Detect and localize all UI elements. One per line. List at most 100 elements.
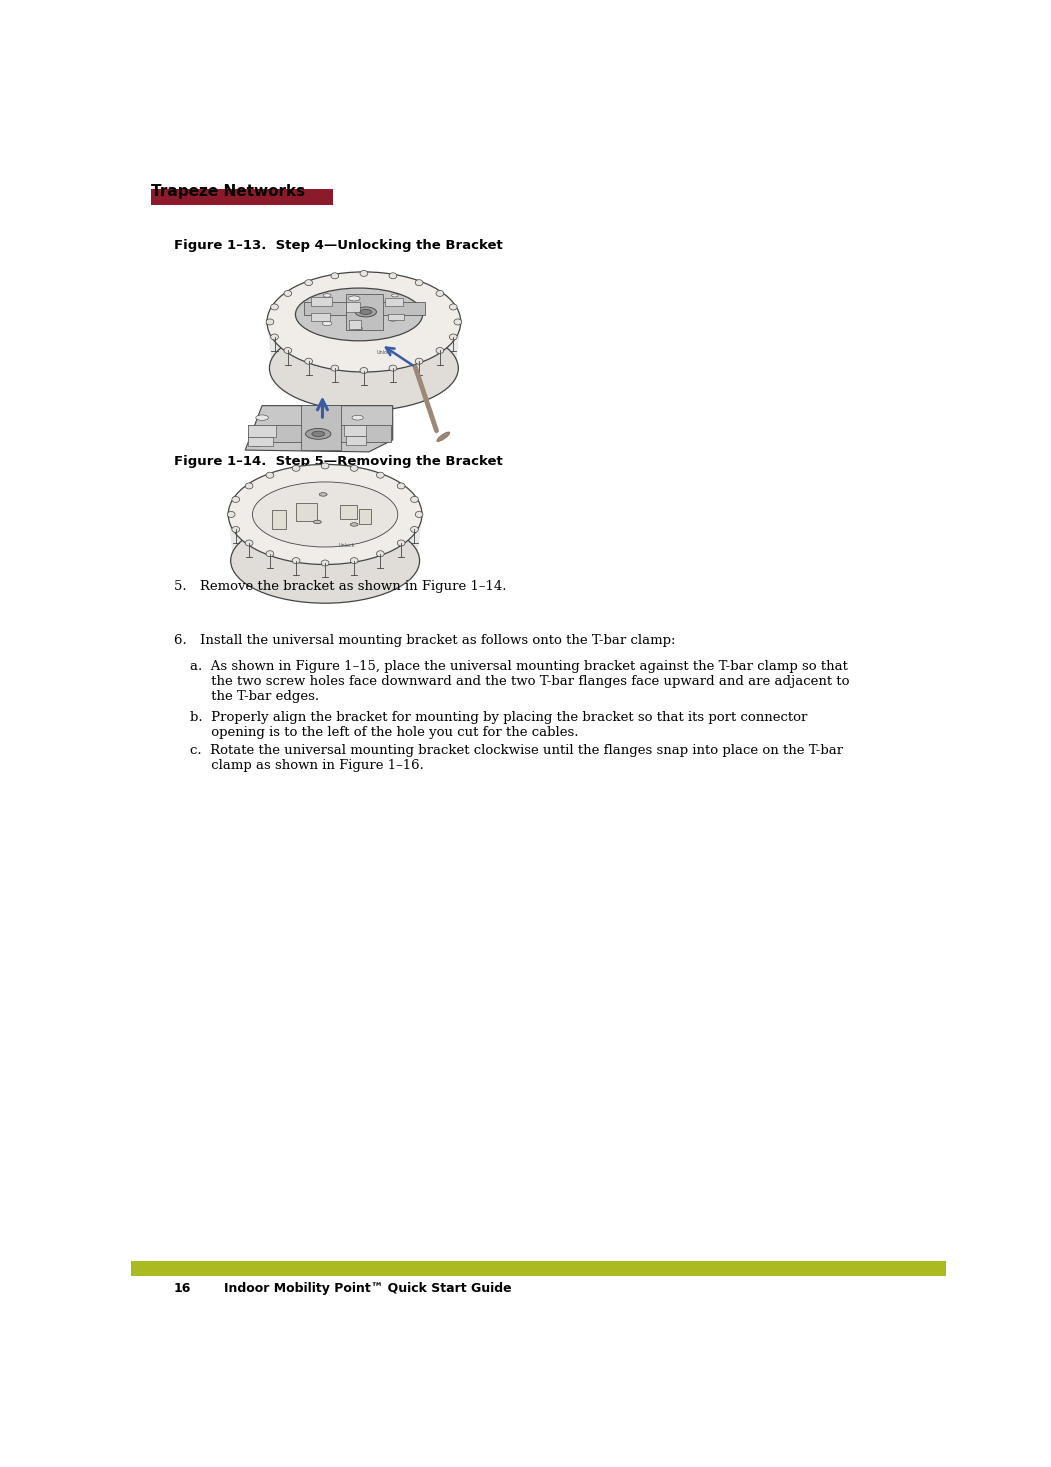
Ellipse shape (232, 496, 240, 503)
Ellipse shape (266, 550, 273, 557)
Bar (385, 298, 403, 305)
Ellipse shape (245, 540, 253, 546)
Ellipse shape (305, 280, 312, 286)
Ellipse shape (270, 304, 279, 310)
Text: opening is to the left of the hole you cut for the cables.: opening is to the left of the hole you c… (189, 726, 578, 739)
Ellipse shape (391, 293, 398, 296)
Ellipse shape (295, 288, 423, 340)
Ellipse shape (266, 472, 273, 478)
Ellipse shape (415, 280, 423, 286)
Ellipse shape (322, 464, 329, 469)
Text: 6. Install the universal mounting bracket as follows onto the T-bar clamp:: 6. Install the universal mounting bracke… (174, 634, 676, 647)
Bar (311, 312, 330, 321)
Ellipse shape (376, 550, 385, 557)
Ellipse shape (415, 358, 423, 364)
Ellipse shape (360, 368, 368, 374)
Ellipse shape (355, 327, 363, 330)
Ellipse shape (411, 527, 418, 533)
Ellipse shape (230, 518, 419, 603)
Bar (347, 436, 366, 445)
Ellipse shape (292, 557, 300, 563)
Bar (248, 437, 273, 446)
Text: Trapeze Networks: Trapeze Networks (150, 183, 305, 198)
Bar (248, 425, 391, 442)
Ellipse shape (249, 442, 264, 447)
Text: Unlock: Unlock (338, 543, 354, 549)
Ellipse shape (450, 334, 457, 340)
Bar (150, 189, 333, 204)
Text: 16: 16 (174, 1282, 191, 1295)
Bar (347, 302, 360, 312)
Ellipse shape (284, 348, 292, 354)
Ellipse shape (348, 296, 360, 301)
Ellipse shape (360, 310, 372, 314)
Ellipse shape (270, 334, 279, 340)
Ellipse shape (245, 483, 253, 489)
Bar (131, 1262, 946, 1276)
Bar (349, 320, 360, 329)
Text: clamp as shown in Figure 1–16.: clamp as shown in Figure 1–16. (189, 758, 424, 772)
Ellipse shape (255, 415, 268, 421)
Ellipse shape (454, 318, 461, 326)
Bar (311, 298, 332, 307)
Ellipse shape (320, 493, 327, 496)
Ellipse shape (352, 415, 364, 420)
Ellipse shape (436, 348, 444, 354)
Ellipse shape (331, 273, 338, 279)
Text: c.  Rotate the universal mounting bracket clockwise until the flanges snap into : c. Rotate the universal mounting bracket… (189, 744, 843, 757)
Ellipse shape (350, 465, 358, 471)
Ellipse shape (389, 273, 397, 279)
Bar (347, 295, 384, 330)
Ellipse shape (360, 270, 368, 276)
Ellipse shape (292, 465, 300, 471)
Text: a.  As shown in Figure 1–15, place the universal mounting bracket against the T-: a. As shown in Figure 1–15, place the un… (189, 660, 847, 673)
Ellipse shape (411, 496, 418, 503)
Polygon shape (228, 515, 423, 565)
Ellipse shape (349, 439, 360, 445)
Bar (339, 505, 357, 519)
Ellipse shape (284, 290, 292, 296)
Ellipse shape (313, 521, 322, 524)
Ellipse shape (227, 512, 235, 518)
Ellipse shape (376, 472, 385, 478)
Text: Unlock: Unlock (377, 351, 393, 355)
Bar (344, 425, 366, 436)
Bar (359, 509, 371, 525)
Ellipse shape (397, 483, 405, 489)
Bar (304, 302, 425, 315)
Polygon shape (245, 406, 393, 452)
Ellipse shape (267, 271, 460, 373)
Ellipse shape (437, 431, 450, 442)
Bar (302, 405, 341, 450)
Ellipse shape (228, 465, 423, 565)
Bar (272, 511, 286, 530)
Bar (296, 503, 317, 521)
Ellipse shape (350, 522, 358, 527)
Ellipse shape (389, 318, 397, 321)
Bar (388, 314, 404, 320)
Ellipse shape (355, 307, 376, 317)
Text: Indoor Mobility Point™ Quick Start Guide: Indoor Mobility Point™ Quick Start Guide (224, 1282, 512, 1295)
Bar (248, 425, 276, 437)
Ellipse shape (331, 365, 338, 371)
Ellipse shape (389, 365, 397, 371)
Text: b.  Properly align the bracket for mounting by placing the bracket so that its p: b. Properly align the bracket for mounti… (189, 711, 807, 725)
Text: the T-bar edges.: the T-bar edges. (189, 691, 318, 703)
Ellipse shape (450, 304, 457, 310)
Ellipse shape (397, 540, 405, 546)
Text: Figure 1–14.  Step 5—Removing the Bracket: Figure 1–14. Step 5—Removing the Bracket (174, 455, 502, 468)
Ellipse shape (436, 290, 444, 296)
Text: 5. Remove the bracket as shown in Figure 1–14.: 5. Remove the bracket as shown in Figure… (174, 581, 507, 593)
Ellipse shape (266, 318, 273, 326)
Ellipse shape (305, 358, 312, 364)
Ellipse shape (306, 428, 331, 439)
Text: Figure 1–13.  Step 4—Unlocking the Bracket: Figure 1–13. Step 4—Unlocking the Bracke… (174, 239, 502, 252)
Ellipse shape (324, 293, 331, 298)
Ellipse shape (322, 560, 329, 566)
Polygon shape (267, 321, 460, 373)
Ellipse shape (350, 557, 358, 563)
Ellipse shape (312, 431, 325, 437)
Ellipse shape (232, 527, 240, 533)
Ellipse shape (252, 483, 397, 547)
Ellipse shape (323, 321, 332, 326)
